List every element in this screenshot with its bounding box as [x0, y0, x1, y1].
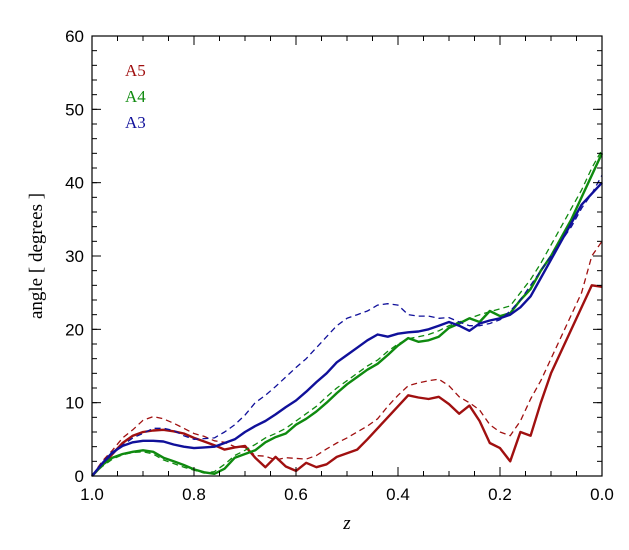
x-tick-label: 0.8	[182, 485, 206, 504]
y-tick-label: 0	[75, 467, 84, 486]
series-line-a3-dashed	[91, 174, 603, 477]
x-axis-label: z	[342, 513, 351, 534]
x-tick-label: 0.2	[488, 485, 512, 504]
series-line-a4-dashed	[91, 149, 603, 477]
y-tick-label: 60	[65, 27, 84, 46]
series-layer	[91, 149, 604, 477]
y-tick-label: 50	[65, 100, 84, 119]
series-line-a4-solid	[91, 152, 604, 477]
legend-item-a3: A3	[125, 113, 146, 132]
y-tick-label: 30	[65, 247, 84, 266]
ticks-layer: 1.0 0.8 0.6 0.4 0.2 0.0 0 10 20 30 40 50 60	[65, 27, 614, 504]
y-axis-label: angle [ degrees ]	[26, 193, 47, 319]
y-tick-label: 20	[65, 320, 84, 339]
x-tick-label: 0.0	[590, 485, 614, 504]
series-line-a5-dashed	[91, 240, 603, 477]
y-tick-label: 40	[65, 174, 84, 193]
plot-frame	[91, 35, 603, 477]
legend-item-a5: A5	[125, 61, 146, 80]
y-tick-label: 10	[65, 394, 84, 413]
legend: A5 A4 A3	[125, 61, 146, 132]
x-tick-label: 0.4	[386, 485, 410, 504]
series-line-a3-solid	[91, 181, 603, 477]
x-tick-label: 1.0	[80, 485, 104, 504]
legend-item-a4: A4	[125, 87, 146, 106]
x-tick-label: 0.6	[284, 485, 308, 504]
